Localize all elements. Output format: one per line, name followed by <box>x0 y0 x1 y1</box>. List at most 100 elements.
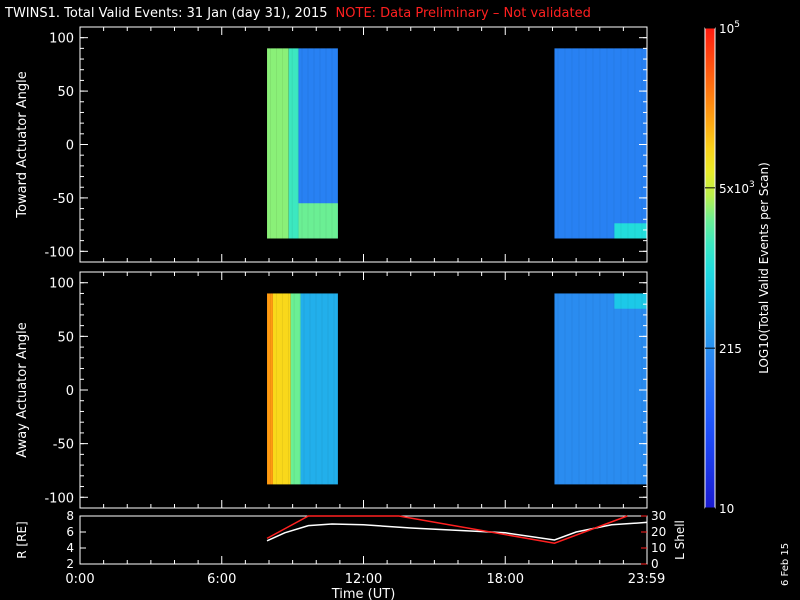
heatmap-stripe <box>557 48 559 239</box>
heatmap-stripe <box>337 48 339 239</box>
heatmap-stripe <box>578 48 580 239</box>
colorbar-label: LOG10(Total Valid Events per Scan) <box>757 162 771 374</box>
ytick-label-p2: -50 <box>53 438 74 453</box>
heatmap-cell-p2-b1-c2 <box>272 293 291 485</box>
colorbar-tick-label: 10 <box>719 502 734 516</box>
heatmap-stripe <box>287 293 289 485</box>
ylabel-p1: Toward Actuator Angle <box>15 71 30 218</box>
heatmap-stripe <box>571 48 573 239</box>
heatmap-stripe <box>301 48 303 239</box>
heatmap-stripe <box>627 293 629 485</box>
heatmap-stripe <box>288 48 290 239</box>
heatmap-stripe <box>321 293 323 485</box>
heatmap-stripe <box>275 293 277 485</box>
y2label-p3: L Shell <box>673 520 687 560</box>
xtick-label: 6:00 <box>207 572 236 587</box>
chart-title: TWINS1. Total Valid Events: 31 Jan (day … <box>5 6 591 21</box>
heatmap-stripe <box>606 48 608 239</box>
ytick-label-p1: 50 <box>57 85 74 100</box>
xtick-label: 23:59 <box>628 572 665 587</box>
heatmap-cell-p1-b2 <box>554 48 647 239</box>
heatmap-cell-p2-b1-c4 <box>300 293 338 485</box>
ytick-label-p2: -100 <box>44 491 74 506</box>
series-line-lshell <box>266 515 628 544</box>
heatmap-stripe <box>592 48 594 239</box>
heatmap-stripe <box>571 293 573 485</box>
ytick-label-p1: -100 <box>44 245 74 260</box>
y2tick-label: 0 <box>651 557 659 571</box>
ylabel-p2: Away Actuator Angle <box>15 322 30 457</box>
heatmap-stripe <box>634 48 636 239</box>
heatmap-stripe <box>585 293 587 485</box>
ytick-label-p3: 8 <box>66 509 74 523</box>
heatmap-stripe <box>585 48 587 239</box>
heatmap-stripe <box>613 48 615 239</box>
ytick-label-p2: 100 <box>49 277 74 292</box>
heatmap-stripe <box>319 48 321 239</box>
heatmap-stripe <box>297 48 299 239</box>
heatmap-stripe <box>592 293 594 485</box>
heatmap-cell-p1-b1-c3-lower <box>298 203 338 239</box>
heatmap-corner-p2-b2 <box>614 293 647 309</box>
heatmap-corner-p1-b2 <box>614 223 647 239</box>
colorbar-tick-label: 105 <box>719 20 740 36</box>
heatmap-stripe <box>564 293 566 485</box>
title-main: TWINS1. Total Valid Events: 31 Jan (day … <box>5 6 328 21</box>
heatmap-stripe <box>309 293 311 485</box>
heatmap-stripe <box>293 293 295 485</box>
ytick-label-p2: 0 <box>66 384 74 399</box>
title-note: NOTE: Data Preliminary – Not validated <box>335 6 591 21</box>
xlabel: Time (UT) <box>331 587 396 600</box>
heatmap-stripe <box>299 293 301 485</box>
heatmap-stripe <box>564 48 566 239</box>
heatmap-stripe <box>313 48 315 239</box>
date-stamp: 6 Feb 15 <box>780 542 791 586</box>
heatmap-stripe <box>641 48 643 239</box>
ytick-label-p3: 6 <box>66 525 74 539</box>
heatmap-stripe <box>315 293 317 485</box>
heatmap-stripe <box>620 293 622 485</box>
heatmap-stripe <box>606 293 608 485</box>
heatmap-cell-p2-b2 <box>554 293 647 485</box>
heatmap-stripe <box>325 48 327 239</box>
y2tick-label: 30 <box>651 509 666 523</box>
heatmap-stripe <box>327 293 329 485</box>
heatmap-cell-p2-b1-c1 <box>267 293 273 485</box>
xtick-label: 12:00 <box>345 572 382 587</box>
heatmap-stripe <box>331 48 333 239</box>
heatmap-stripe <box>578 293 580 485</box>
colorbar <box>704 27 716 509</box>
xtick-label: 18:00 <box>487 572 524 587</box>
heatmap-stripe <box>634 293 636 485</box>
heatmap-stripe <box>276 48 278 239</box>
heatmap-stripe <box>613 293 615 485</box>
heatmap-cell-p1-b1-c1 <box>267 48 289 239</box>
y2tick-label: 10 <box>651 541 666 555</box>
heatmap-stripe <box>333 293 335 485</box>
ytick-label-p3: 2 <box>66 557 74 571</box>
heatmap-stripe <box>641 293 643 485</box>
colorbar-tick-label: 5x103 <box>719 180 755 196</box>
xtick-label: 0:00 <box>65 572 94 587</box>
heatmap-stripe <box>303 293 305 485</box>
heatmap-stripe <box>281 293 283 485</box>
heatmap-stripe <box>291 48 293 239</box>
ytick-label-p2: 50 <box>57 330 74 345</box>
heatmap-stripe <box>307 48 309 239</box>
ytick-label-p1: -50 <box>53 192 74 207</box>
heatmap-stripe <box>270 293 272 485</box>
ytick-label-p3: 4 <box>66 541 74 555</box>
heatmap-cell-p1-b1-c2 <box>288 48 299 239</box>
y2tick-label: 20 <box>651 525 666 539</box>
heatmap-cell-p2-b1-c3 <box>290 293 301 485</box>
heatmap-stripe <box>620 48 622 239</box>
heatmap-stripe <box>557 293 559 485</box>
heatmap-stripe <box>599 293 601 485</box>
ytick-label-p1: 100 <box>49 32 74 47</box>
colorbar-tick-label: 215 <box>719 342 742 356</box>
series-line-radius <box>266 521 647 542</box>
heatmap-stripe <box>270 48 272 239</box>
heatmap-stripe <box>599 48 601 239</box>
ytick-label-p1: 0 <box>66 139 74 154</box>
